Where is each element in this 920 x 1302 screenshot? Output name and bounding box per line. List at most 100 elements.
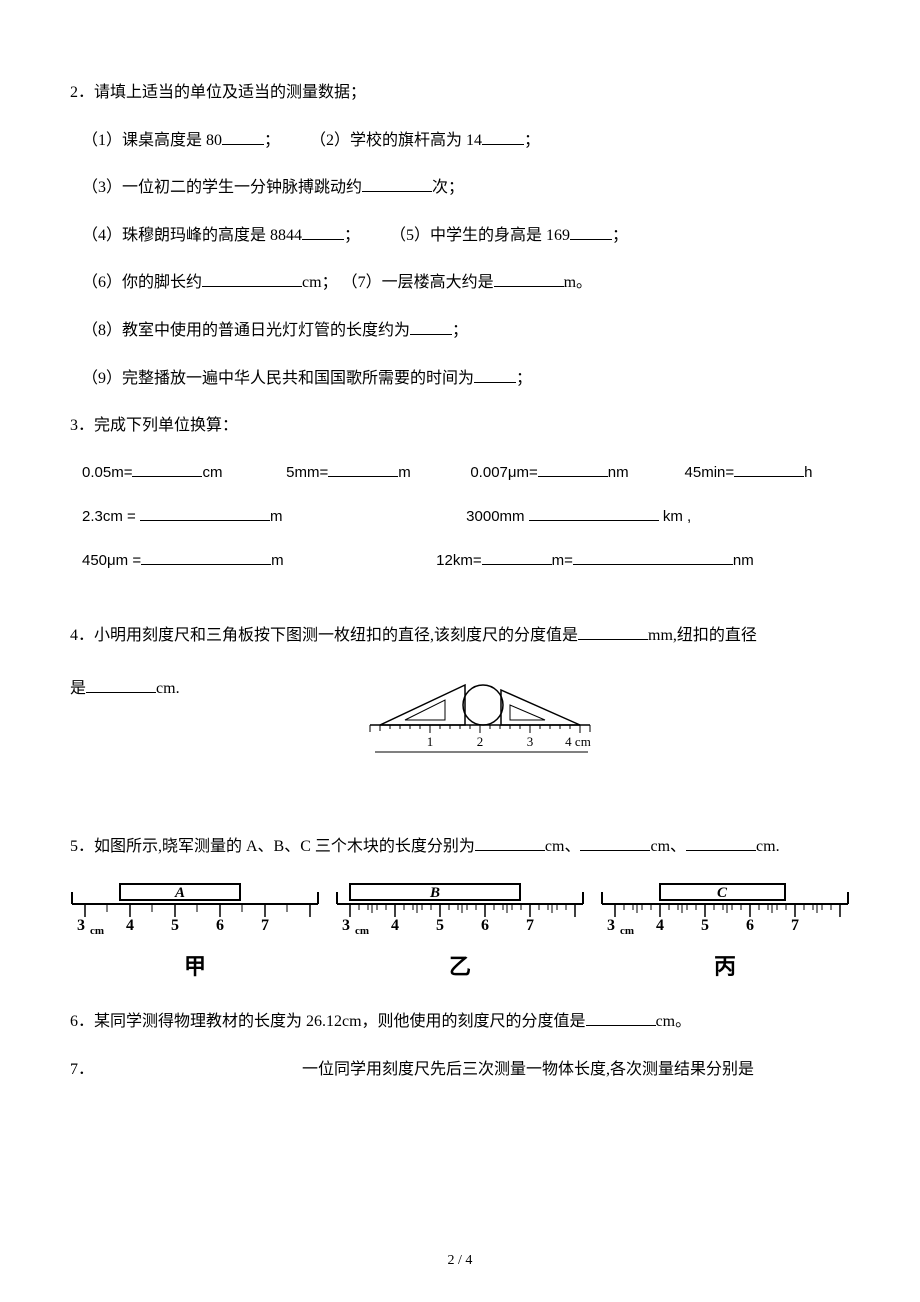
blank[interactable] xyxy=(132,461,202,477)
q4-d: cm. xyxy=(156,680,180,697)
r3au: m xyxy=(271,552,284,569)
tick-3: 3 xyxy=(527,734,534,749)
tick: 5 xyxy=(701,917,709,934)
block-c-label: C xyxy=(717,885,728,901)
tick-4: 4 cm xyxy=(565,734,591,749)
r3cu: nm xyxy=(733,552,754,569)
q2-s2b: ； xyxy=(524,132,540,149)
label-jia: 甲 xyxy=(70,949,320,984)
q2-s9a: （9）完整播放一遍中华人民共和国国歌所需要的时间为 xyxy=(82,370,474,387)
r3bu: m= xyxy=(552,552,573,569)
q2-s8b: ； xyxy=(452,322,468,339)
q5-u3: cm. xyxy=(756,838,780,855)
q2-line4: （6）你的脚长约cm； （7）一层楼高大约是m。 xyxy=(70,270,850,296)
tick-3: 3 xyxy=(77,917,85,934)
r2b: 3000mm xyxy=(466,508,524,525)
q2-s1a: （1）课桌高度是 80 xyxy=(82,132,222,149)
q2-s6a: （6）你的脚长约 xyxy=(82,274,202,291)
q2-s5b: ； xyxy=(612,227,628,244)
r3a: 450μm = xyxy=(82,552,141,569)
q2-stem: 2．请填上适当的单位及适当的测量数据； xyxy=(70,80,850,106)
r2a: 2.3cm = xyxy=(82,508,136,525)
q2-s5a: （5）中学生的身高是 169 xyxy=(390,227,570,244)
blank[interactable] xyxy=(475,835,545,851)
blank[interactable] xyxy=(494,271,564,287)
ruler-b: B 3 cm 4 5 6 7 乙 xyxy=(335,882,585,985)
blank[interactable] xyxy=(410,319,452,335)
r2au: m xyxy=(270,508,283,525)
blank[interactable] xyxy=(328,461,398,477)
q7-b: 一位同学用刻度尺先后三次测量一物体长度,各次测量结果分别是 xyxy=(302,1061,754,1078)
blank[interactable] xyxy=(302,224,344,240)
blank[interactable] xyxy=(86,677,156,693)
tick: 6 xyxy=(746,917,754,934)
blank[interactable] xyxy=(529,505,659,521)
ruler-a: A 3 cm 4 5 6 7 甲 xyxy=(70,882,320,985)
r1c: 0.007μm= xyxy=(470,464,537,481)
r1d: 45min= xyxy=(685,464,735,481)
r1a: 0.05m= xyxy=(82,464,132,481)
blank[interactable] xyxy=(222,129,264,145)
blank[interactable] xyxy=(140,505,270,521)
tick-3: 3 xyxy=(607,917,615,934)
r1bu: m xyxy=(398,464,411,481)
tick: 6 xyxy=(481,917,489,934)
blank[interactable] xyxy=(573,549,733,565)
unit-cm: cm xyxy=(620,925,634,937)
r2bu: km , xyxy=(663,508,691,525)
q3-row2: 2.3cm = m 3000mm km , xyxy=(82,505,850,529)
blank[interactable] xyxy=(362,176,432,192)
q6-a: 6．某同学测得物理教材的长度为 26.12cm，则他使用的刻度尺的分度值是 xyxy=(70,1013,586,1030)
blank[interactable] xyxy=(482,129,524,145)
block-b-label: B xyxy=(429,885,440,901)
q7-a: 7． xyxy=(70,1061,94,1078)
tick: 7 xyxy=(261,917,269,934)
blank[interactable] xyxy=(578,624,648,640)
q2-line5: （8）教室中使用的普通日光灯灯管的长度约为 ； xyxy=(70,318,850,344)
blank[interactable] xyxy=(482,549,552,565)
q5-stem: 5．如图所示,晓军测量的 A、B、C 三个木块的长度分别为cm、cm、cm. xyxy=(70,834,850,860)
q2-line3: （4）珠穆朗玛峰的高度是 8844 ； （5）中学生的身高是 169 ； xyxy=(70,223,850,249)
tick: 7 xyxy=(791,917,799,934)
q3-stem: 3．完成下列单位换算： xyxy=(70,413,850,439)
tick: 6 xyxy=(216,917,224,934)
tick: 4 xyxy=(391,917,399,934)
block-a-label: A xyxy=(174,885,185,901)
blank[interactable] xyxy=(734,461,804,477)
q2-s4a: （4）珠穆朗玛峰的高度是 8844 xyxy=(82,227,302,244)
q5-u1: cm、 xyxy=(545,838,581,855)
q4-figure: 1 2 3 4 cm xyxy=(350,680,610,764)
blank[interactable] xyxy=(586,1010,656,1026)
q5-figures: A 3 cm 4 5 6 7 甲 B xyxy=(70,882,850,985)
blank[interactable] xyxy=(141,549,271,565)
tick-3: 3 xyxy=(342,917,350,934)
unit-cm: cm xyxy=(90,925,104,937)
q4-c: 是 xyxy=(70,680,86,697)
blank[interactable] xyxy=(474,367,516,383)
unit-cm: cm xyxy=(355,925,369,937)
blank[interactable] xyxy=(570,224,612,240)
tick: 7 xyxy=(526,917,534,934)
page-footer: 2 / 4 xyxy=(0,1250,920,1272)
tick-1: 1 xyxy=(427,734,434,749)
blank[interactable] xyxy=(202,271,302,287)
q2-s4b: ； xyxy=(344,227,360,244)
label-bing: 丙 xyxy=(600,949,850,984)
tick: 4 xyxy=(126,917,134,934)
blank[interactable] xyxy=(686,835,756,851)
q4-b: mm,纽扣的直径 xyxy=(648,627,757,644)
q2-line2: （3）一位初二的学生一分钟脉搏跳动约次； xyxy=(70,175,850,201)
blank[interactable] xyxy=(580,835,650,851)
q2-line1: （1）课桌高度是 80； （2）学校的旗杆高为 14； xyxy=(70,128,850,154)
q4-line1: 4．小明用刻度尺和三角板按下图测一枚纽扣的直径,该刻度尺的分度值是 mm,纽扣的直… xyxy=(70,623,850,649)
q2-line6: （9）完整播放一遍中华人民共和国国歌所需要的时间为； xyxy=(70,366,850,392)
q2-s7a: （7）一层楼高大约是 xyxy=(342,274,494,291)
label-yi: 乙 xyxy=(335,949,585,984)
q7: 7． 一位同学用刻度尺先后三次测量一物体长度,各次测量结果分别是 xyxy=(70,1057,850,1083)
q2-s1b: ； xyxy=(264,132,280,149)
q2-s8a: （8）教室中使用的普通日光灯灯管的长度约为 xyxy=(82,322,410,339)
q4-a: 4．小明用刻度尺和三角板按下图测一枚纽扣的直径,该刻度尺的分度值是 xyxy=(70,627,578,644)
blank[interactable] xyxy=(538,461,608,477)
q6-b: cm。 xyxy=(656,1013,692,1030)
tick: 5 xyxy=(171,917,179,934)
